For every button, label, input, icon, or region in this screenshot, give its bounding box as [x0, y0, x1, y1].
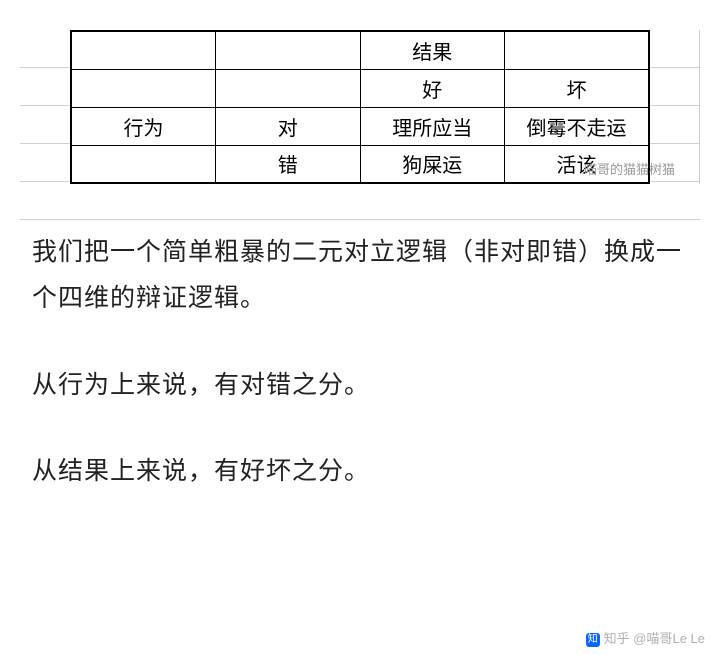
cell — [71, 31, 216, 69]
cell: 坏 — [505, 69, 650, 107]
cell — [505, 31, 650, 69]
cell: 对 — [216, 107, 361, 145]
watermark-author: @喵哥Le Le — [633, 631, 705, 646]
cell — [71, 69, 216, 107]
paragraph: 我们把一个简单粗暴的二元对立逻辑（非对即错）换成一个四维的辩证逻辑。 — [32, 229, 688, 322]
cell — [71, 145, 216, 183]
table-row: 结果 — [71, 31, 649, 69]
table-watermark: 喵哥的猫猫树猫 — [584, 159, 675, 178]
cell — [216, 31, 361, 69]
cell: 结果 — [360, 31, 505, 69]
cell: 行为 — [71, 107, 216, 145]
paragraph: 从结果上来说，有好坏之分。 — [32, 448, 688, 494]
zhihu-logo-icon — [586, 633, 600, 647]
cell — [216, 69, 361, 107]
table-row: 行为 对 理所应当 倒霉不走运 — [71, 107, 649, 145]
zhihu-watermark: 知乎 @喵哥Le Le — [586, 628, 705, 647]
table-row: 好 坏 — [71, 69, 649, 107]
cell: 狗屎运 — [360, 145, 505, 183]
logic-table: 结果 好 坏 行为 对 理所应当 倒霉不走运 错 狗屎运 活该 — [70, 30, 650, 184]
cell: 错 — [216, 145, 361, 183]
paragraph: 从行为上来说，有对错之分。 — [32, 362, 688, 408]
cell: 好 — [360, 69, 505, 107]
cell: 理所应当 — [360, 107, 505, 145]
table-container: 结果 好 坏 行为 对 理所应当 倒霉不走运 错 狗屎运 活该 喵哥的猫猫树猫 — [20, 30, 700, 184]
table-row: 错 狗屎运 活该 — [71, 145, 649, 183]
cell: 倒霉不走运 — [505, 107, 650, 145]
article-content: 我们把一个简单粗暴的二元对立逻辑（非对即错）换成一个四维的辩证逻辑。 从行为上来… — [0, 184, 720, 494]
watermark-prefix: 知乎 — [604, 631, 630, 646]
